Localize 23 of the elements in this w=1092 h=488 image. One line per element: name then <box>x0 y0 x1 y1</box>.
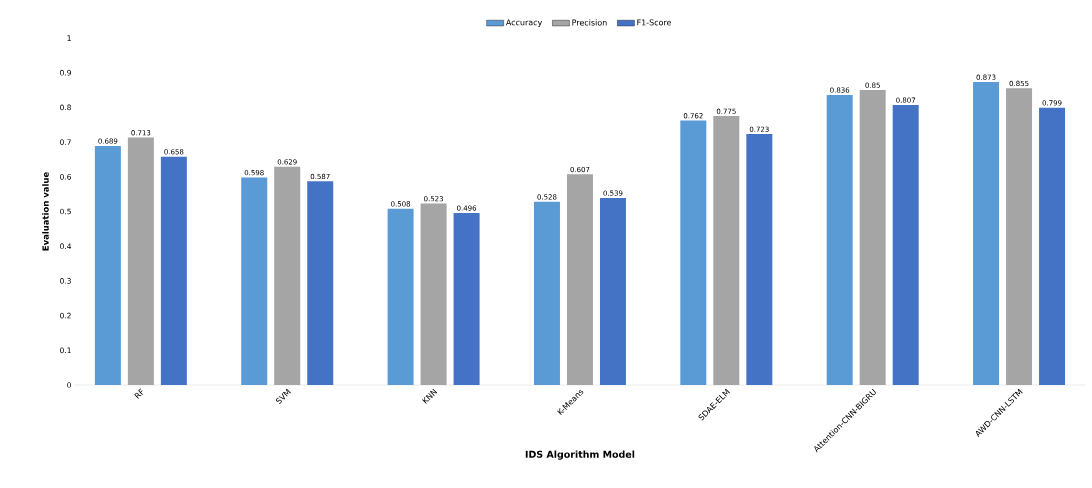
bar <box>680 120 707 385</box>
x-axis-title: IDS Algorithm Model <box>525 450 635 460</box>
bar <box>453 212 480 385</box>
bar <box>160 156 187 385</box>
bar <box>94 145 121 385</box>
bar <box>1006 88 1033 385</box>
y-axis-title: Evaluation value <box>42 172 49 251</box>
bar <box>1039 107 1066 385</box>
bar <box>566 174 593 385</box>
bar <box>713 116 740 385</box>
bar <box>127 137 154 385</box>
bar <box>420 203 447 385</box>
bar <box>973 82 1000 385</box>
bar <box>241 177 268 385</box>
bar <box>826 94 853 385</box>
bar <box>859 90 886 385</box>
bar <box>746 134 773 385</box>
bar <box>533 201 560 385</box>
bar <box>599 197 626 385</box>
bar <box>892 104 919 385</box>
bar <box>307 181 334 385</box>
bar <box>387 208 414 385</box>
bar <box>274 166 301 385</box>
